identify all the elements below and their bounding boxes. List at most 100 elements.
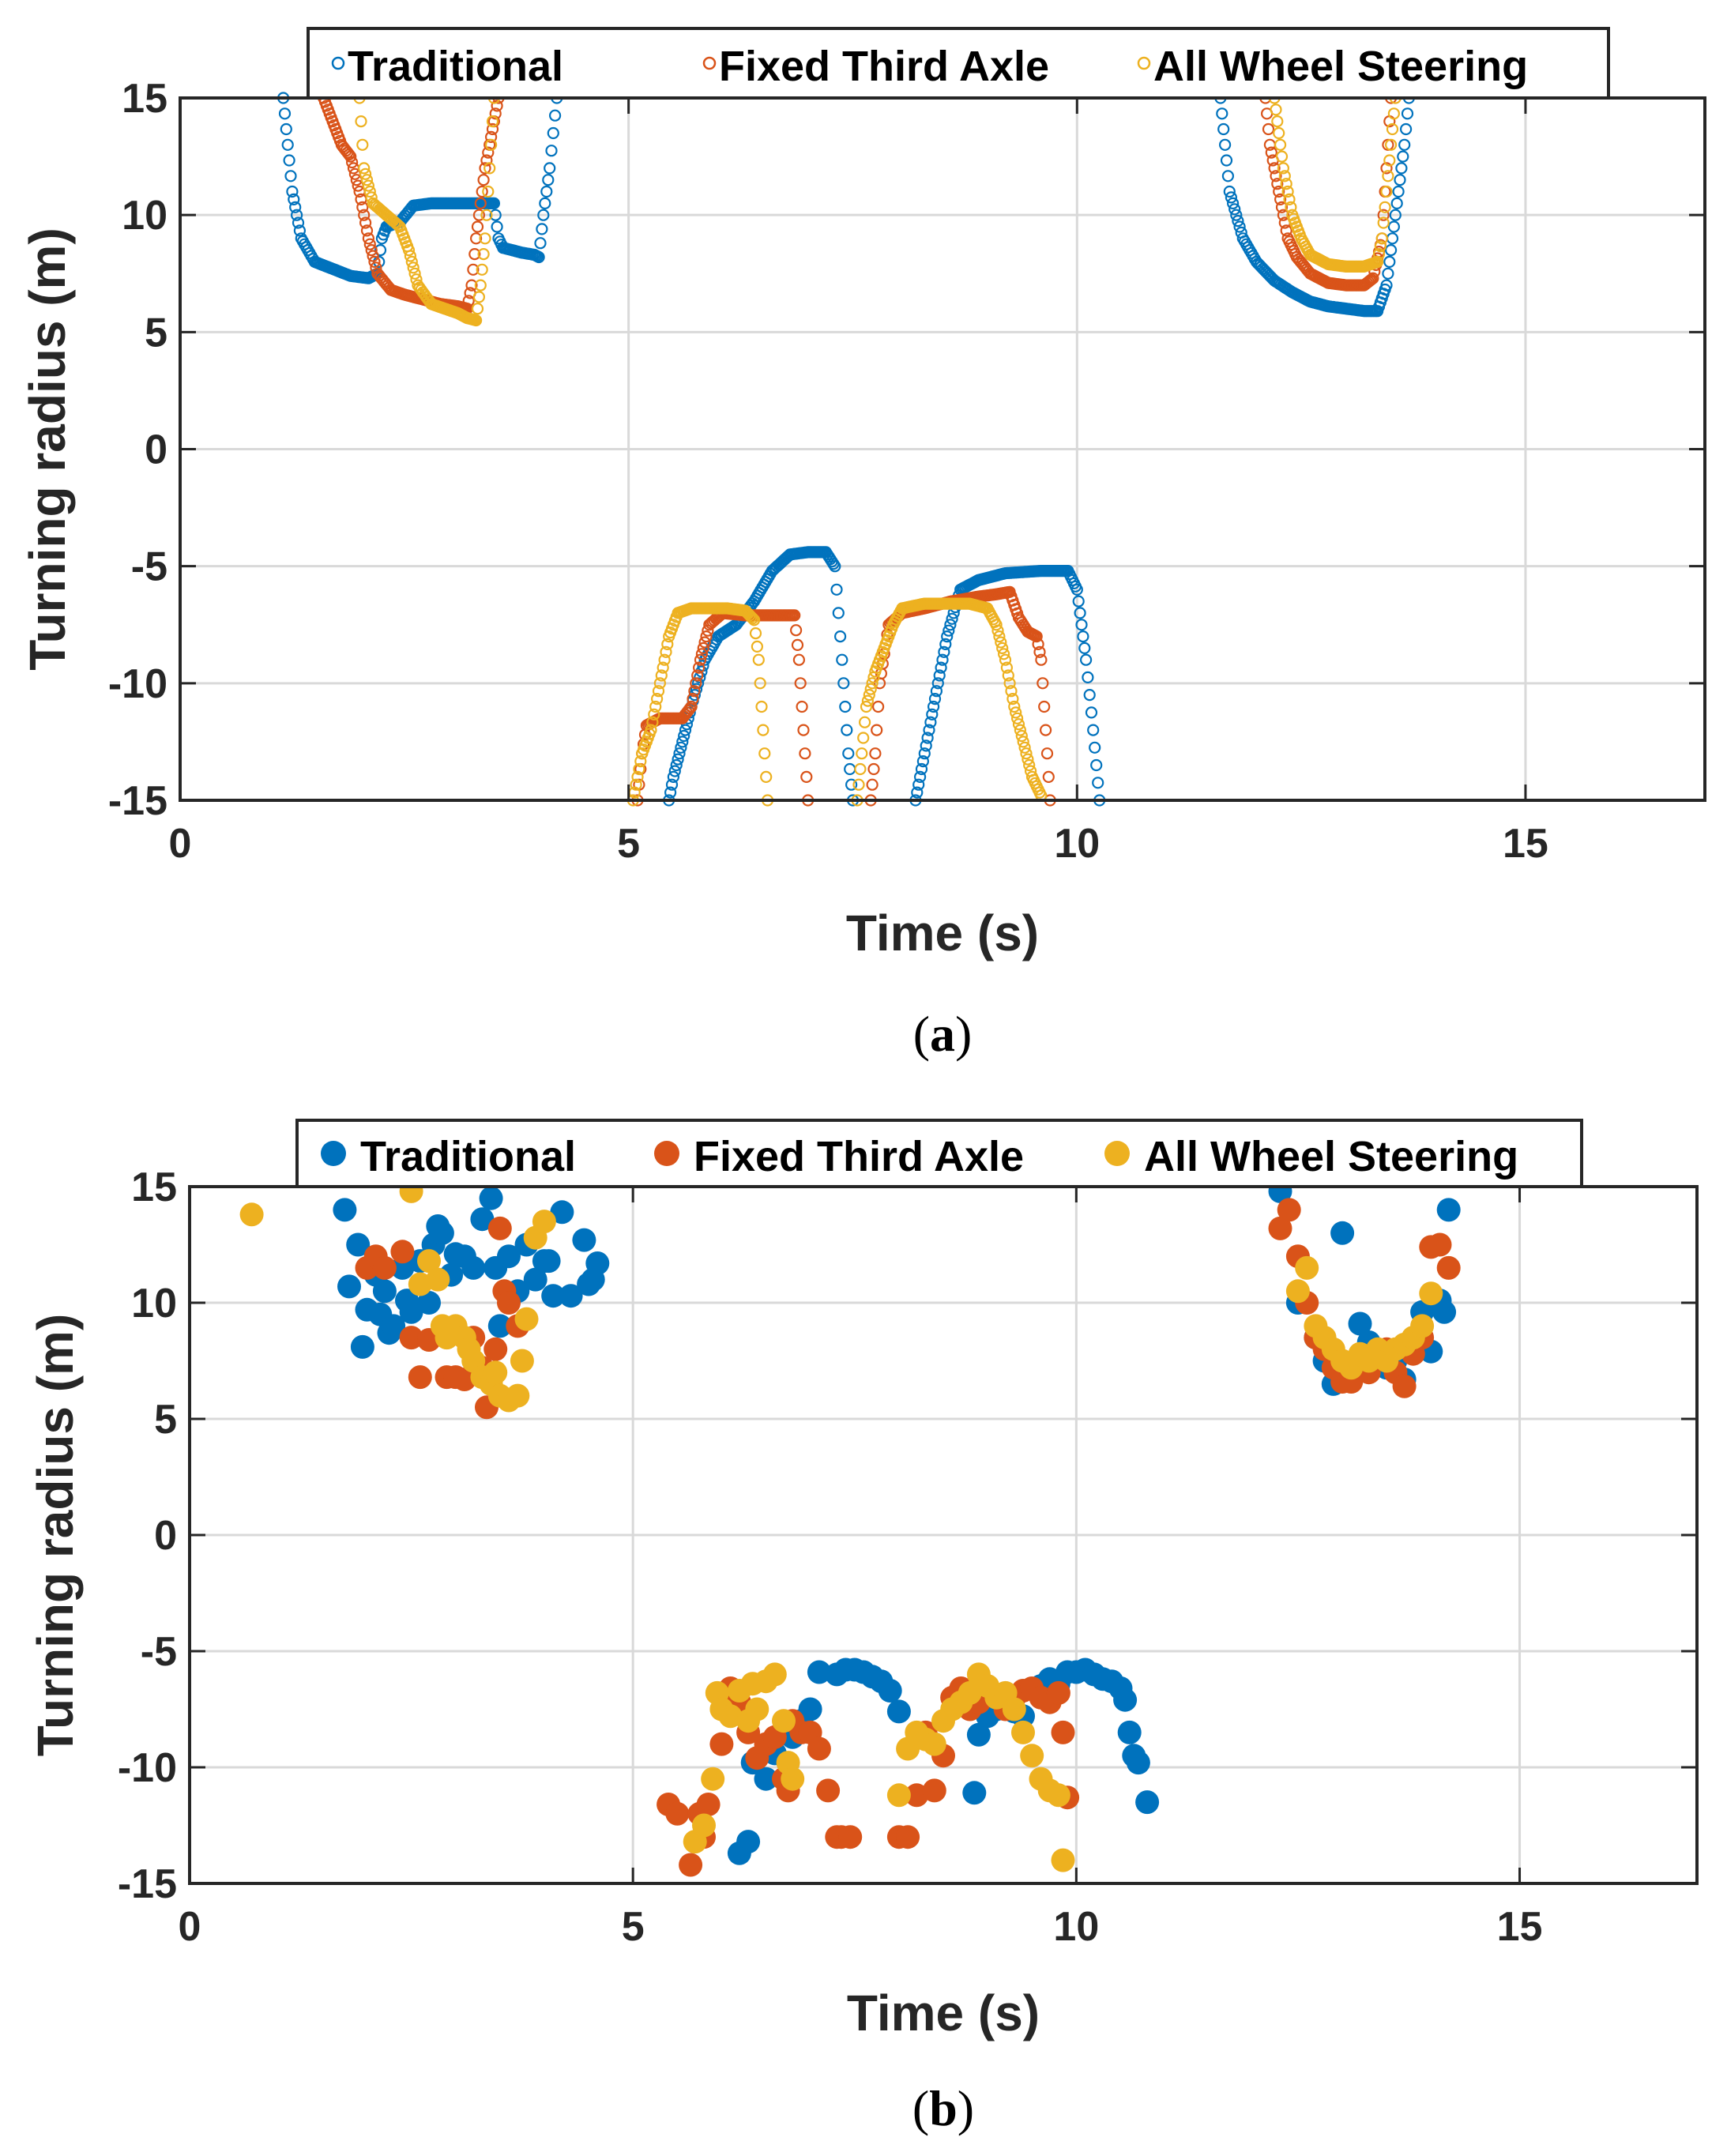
data-point [360,224,374,237]
data-point [697,642,709,655]
data-point [930,685,943,698]
data-point [365,191,378,204]
data-point [362,232,374,245]
data-point [1233,220,1246,233]
x-tick-label: 0 [169,821,192,867]
data-point [650,692,664,705]
legend-label: Fixed Third Axle [694,1133,1024,1180]
data-point [1386,232,1399,245]
data-point [1436,1255,1461,1280]
data-point [657,661,669,674]
data-point [838,1825,863,1849]
data-point [935,661,947,674]
data-point [363,185,376,198]
data-point [946,612,958,625]
x-tick-label: 5 [622,1904,645,1950]
data-point [536,1249,561,1274]
data-point [469,314,483,327]
data-point [1399,122,1413,136]
data-point [1092,777,1104,789]
data-point [1275,201,1289,213]
data-point [346,156,359,169]
data-point [483,1360,508,1385]
data-point [1387,220,1401,233]
data-point [486,115,499,128]
data-point [1006,692,1019,705]
data-point [922,1778,946,1803]
data-point [1372,248,1386,261]
data-point [1039,724,1052,736]
data-point [796,700,808,713]
data-point [472,291,486,303]
data-point [487,197,501,209]
data-point [675,741,687,754]
data-point [1371,255,1384,268]
data-point [484,130,498,143]
legend: Traditional Fixed Third Axle All Wheel Ste… [307,27,1610,100]
data-point [1398,138,1411,151]
data-point [1075,619,1088,631]
data-point [800,770,813,784]
data-point [829,560,841,573]
y-tick-label: -5 [141,1629,177,1675]
data-point [844,762,856,776]
data-point [856,747,868,760]
data-point [474,279,487,292]
data-point [1225,191,1238,204]
panel-caption: (a) [913,1006,973,1062]
data-point [692,661,705,674]
data-point [292,216,305,229]
data-point [356,201,369,213]
data-point [1268,162,1281,175]
data-point [1010,706,1022,719]
data-point [1030,630,1043,643]
data-point [1046,1783,1070,1808]
data-point [484,138,498,151]
data-point [289,201,302,213]
data-point [337,1274,361,1299]
data-point [886,1699,911,1724]
data-point [762,1662,787,1687]
data-point [537,209,550,221]
data-point [1401,107,1414,120]
data-point [1040,747,1054,760]
data-point [1002,669,1014,682]
data-point [1216,107,1228,120]
data-point [871,724,883,736]
y-axis-label: Turning radius (m) [19,228,76,671]
data-point [634,754,647,768]
data-point [523,1267,547,1292]
data-point [867,762,880,776]
data-point [1384,244,1398,257]
data-point [344,150,357,163]
data-point [469,232,483,245]
data-point [1262,122,1275,136]
data-point [486,122,499,136]
data-point [757,724,769,736]
legend: Traditional Fixed Third Axle All Wheel Ste… [295,1119,1583,1188]
data-point [679,1853,703,1877]
data-point [1367,272,1379,284]
data-point [426,1267,450,1292]
data-point [1011,1720,1035,1744]
data-point [1228,203,1241,216]
data-point [936,653,949,666]
data-marks [239,1179,1461,1877]
data-point [1085,706,1098,719]
data-point [1012,718,1025,731]
data-point [688,685,701,698]
data-point [797,724,810,736]
data-point [286,185,299,198]
data-point [1223,185,1236,198]
data-point [363,238,376,250]
data-point [283,154,295,167]
data-point [630,778,642,791]
data-point [1078,642,1091,655]
data-point [468,248,481,261]
data-point [1074,607,1086,619]
data-point [866,778,879,791]
data-point [547,126,559,140]
data-point [572,1228,596,1252]
chart-panel-b: 0 5 10 15 -15 -10 -5 0 5 10 15 Time (s) Turning radi… [27,1119,1699,2136]
data-point [487,1314,512,1338]
